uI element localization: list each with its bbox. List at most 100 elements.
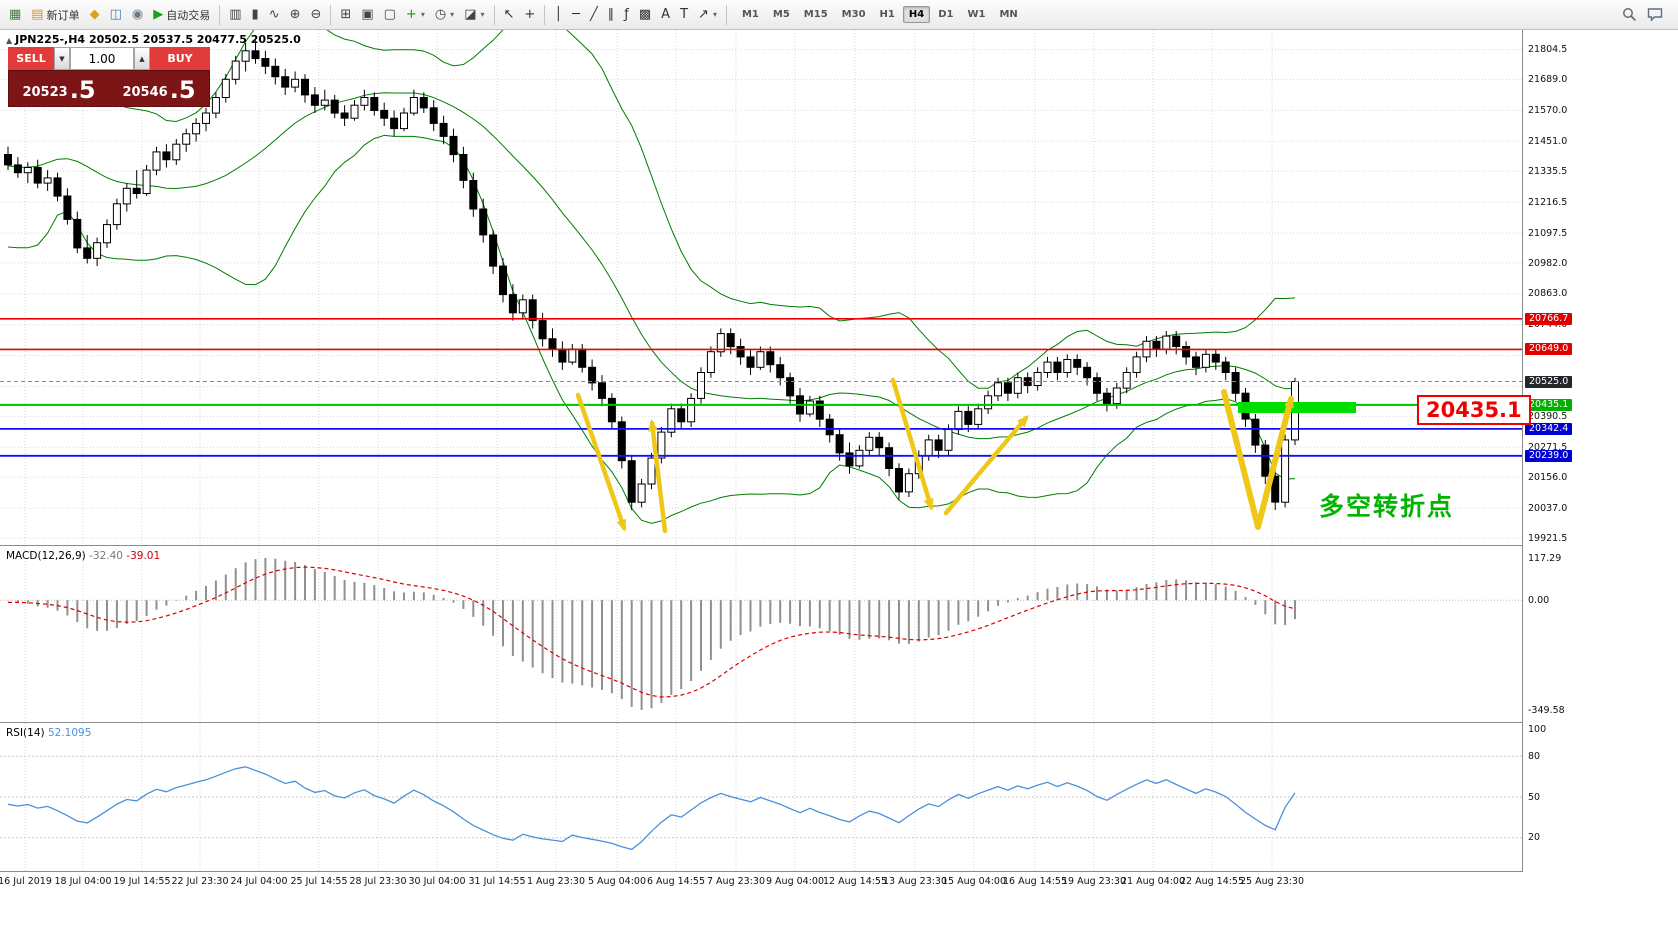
horizontal-line-button[interactable]: ─ (567, 2, 585, 28)
rsi-panel-canvas[interactable] (0, 723, 1522, 871)
new-order-label: 新订单 (46, 8, 80, 22)
drawn-arrow-5[interactable] (1221, 389, 1294, 530)
timeframe-m15-button[interactable]: M15 (803, 9, 828, 20)
price-axis-badge: 20525.0 (1525, 375, 1573, 388)
vertical-line-button[interactable]: │ (549, 2, 567, 28)
trendline-icon: ╱ (589, 7, 598, 22)
drawn-arrow-1[interactable] (575, 392, 627, 532)
time-axis-label: 24 Jul 04:00 (230, 876, 288, 887)
sounds-button[interactable]: ◉ (127, 2, 148, 28)
volume-down-stepper[interactable]: ▼ (54, 47, 70, 70)
price-axis-label: 21570.0 (1528, 104, 1568, 116)
macd-panel-canvas[interactable] (0, 546, 1522, 722)
grid-button[interactable]: ⊞ (335, 2, 356, 28)
indicators-button[interactable]: + ▾ (401, 2, 430, 28)
time-axis-label: 1 Aug 23:30 (526, 876, 585, 887)
grid-icon: ⊞ (340, 7, 352, 22)
time-axis-label: 19 Aug 23:30 (1061, 876, 1127, 887)
autotrading-button[interactable]: ▶ 自动交易 (148, 2, 215, 28)
line-chart-icon: ∿ (268, 7, 280, 22)
chart-symbol-info: ▲ JPN225-,H4 20502.5 20537.5 20477.5 2052… (6, 33, 301, 46)
crosshair-button[interactable]: + (519, 2, 540, 28)
panel-separator[interactable] (0, 722, 1678, 723)
fibonacci-button[interactable]: ƒ (619, 2, 634, 28)
data-window-button[interactable]: ◫ (105, 2, 127, 28)
timeframe-m5-button[interactable]: M5 (772, 9, 790, 20)
new-order-button[interactable]: ▤ 新订单 (26, 2, 84, 28)
bar-chart-button[interactable]: ▥ (224, 2, 246, 28)
chat-button[interactable] (1642, 2, 1668, 28)
cursor-icon: ↖ (503, 7, 515, 22)
templates-button[interactable]: ◪ ▾ (459, 2, 489, 28)
volume-up-stepper[interactable]: ▲ (134, 47, 150, 70)
vertical-line-icon: │ (554, 7, 563, 22)
channel-button[interactable]: ∥ (603, 2, 620, 28)
price-axis-label: 21216.5 (1528, 196, 1568, 208)
time-axis-label: 21 Aug 04:00 (1120, 876, 1186, 887)
zoom-in-button[interactable]: ⊕ (285, 2, 306, 28)
price-axis-label: 21804.5 (1528, 44, 1568, 56)
bollinger-band (7, 134, 1296, 524)
timeframe-mn-button[interactable]: MN (999, 9, 1018, 20)
buy-button[interactable]: BUY (150, 47, 210, 70)
sell-button[interactable]: SELL (8, 47, 54, 70)
text-label-button[interactable]: T (675, 2, 693, 28)
line-chart-button[interactable]: ∿ (264, 2, 285, 28)
price-axis: 117.29 0.00 -349.58 100 80 50 20 21804.5 21689.0… (1522, 30, 1678, 892)
cursor-button[interactable]: ↖ (499, 2, 520, 28)
price-axis-label: 19921.5 (1528, 532, 1568, 544)
arrows-button[interactable]: ↗ ▾ (693, 2, 722, 28)
horizontal-line-icon: ─ (572, 7, 580, 22)
cascade-windows-button[interactable]: ▢ (379, 2, 401, 28)
text-button[interactable]: A (656, 2, 675, 28)
macd-signal-line (8, 566, 1296, 698)
macd-axis-label: 117.29 (1528, 552, 1562, 564)
main-chart-canvas[interactable] (0, 30, 1522, 545)
toolbar-separator (725, 4, 727, 25)
tile-windows-button[interactable]: ▣ (356, 2, 378, 28)
timeframe-m1-button[interactable]: M1 (741, 9, 759, 20)
time-axis-label: 12 Aug 14:55 (822, 876, 888, 887)
highlight-bar[interactable] (1238, 402, 1356, 413)
autotrading-icon: ▶ (153, 7, 164, 22)
timeframe-d1-button[interactable]: D1 (938, 9, 954, 20)
price-callout[interactable]: 20435.1 (1417, 395, 1531, 425)
panel-separator[interactable] (0, 545, 1678, 546)
drawn-arrow-3[interactable] (890, 377, 934, 511)
price-axis-label: 21689.0 (1528, 74, 1568, 86)
drawn-arrow-4[interactable] (943, 414, 1029, 516)
toolbar-separator (544, 4, 546, 25)
symbol-name: JPN225-,H4 (15, 33, 86, 46)
collapse-icon[interactable]: ▲ (6, 36, 13, 45)
periods-button[interactable]: ◷ ▾ (430, 2, 459, 28)
terminal-button[interactable]: ▦ (4, 2, 26, 28)
indicators-icon: + (405, 7, 417, 22)
price-axis-badge: 20766.7 (1525, 312, 1573, 325)
templates-icon: ◪ (464, 7, 477, 22)
symbol-ohlc: 20502.5 20537.5 20477.5 20525.0 (88, 33, 301, 46)
trendline-button[interactable]: ╱ (585, 2, 603, 28)
volume-input[interactable]: 1.00 (70, 47, 134, 70)
timeframe-w1-button[interactable]: W1 (967, 9, 986, 20)
market-watch-button[interactable]: ◆ (85, 2, 105, 28)
shapes-button[interactable]: ▩ (634, 2, 656, 28)
drawn-arrow-2[interactable] (647, 419, 668, 534)
cascade-windows-icon: ▢ (383, 7, 396, 22)
timeframe-h4-button[interactable]: H4 (902, 6, 931, 23)
time-axis-label: 31 Jul 14:55 (468, 876, 526, 887)
price-axis-label: 20863.0 (1528, 288, 1568, 300)
toolbar-right-group (1617, 2, 1668, 28)
candlestick-chart-button[interactable]: ▮ (247, 2, 264, 28)
annotation-note[interactable]: 多空转折点 (1319, 492, 1455, 521)
zoom-out-icon: ⊖ (310, 7, 322, 22)
price-axis-label: 20156.0 (1528, 471, 1568, 483)
chevron-down-icon: ▾ (712, 10, 717, 19)
zoom-out-button[interactable]: ⊖ (306, 2, 327, 28)
sell-price: 20523.5 (22, 76, 96, 104)
time-axis-label: 28 Jul 23:30 (349, 876, 407, 887)
macd-axis-label: -349.58 (1528, 704, 1565, 716)
search-button[interactable] (1617, 2, 1642, 28)
rsi-line (7, 766, 1296, 851)
timeframe-m30-button[interactable]: M30 (841, 9, 866, 20)
timeframe-h1-button[interactable]: H1 (879, 9, 895, 20)
